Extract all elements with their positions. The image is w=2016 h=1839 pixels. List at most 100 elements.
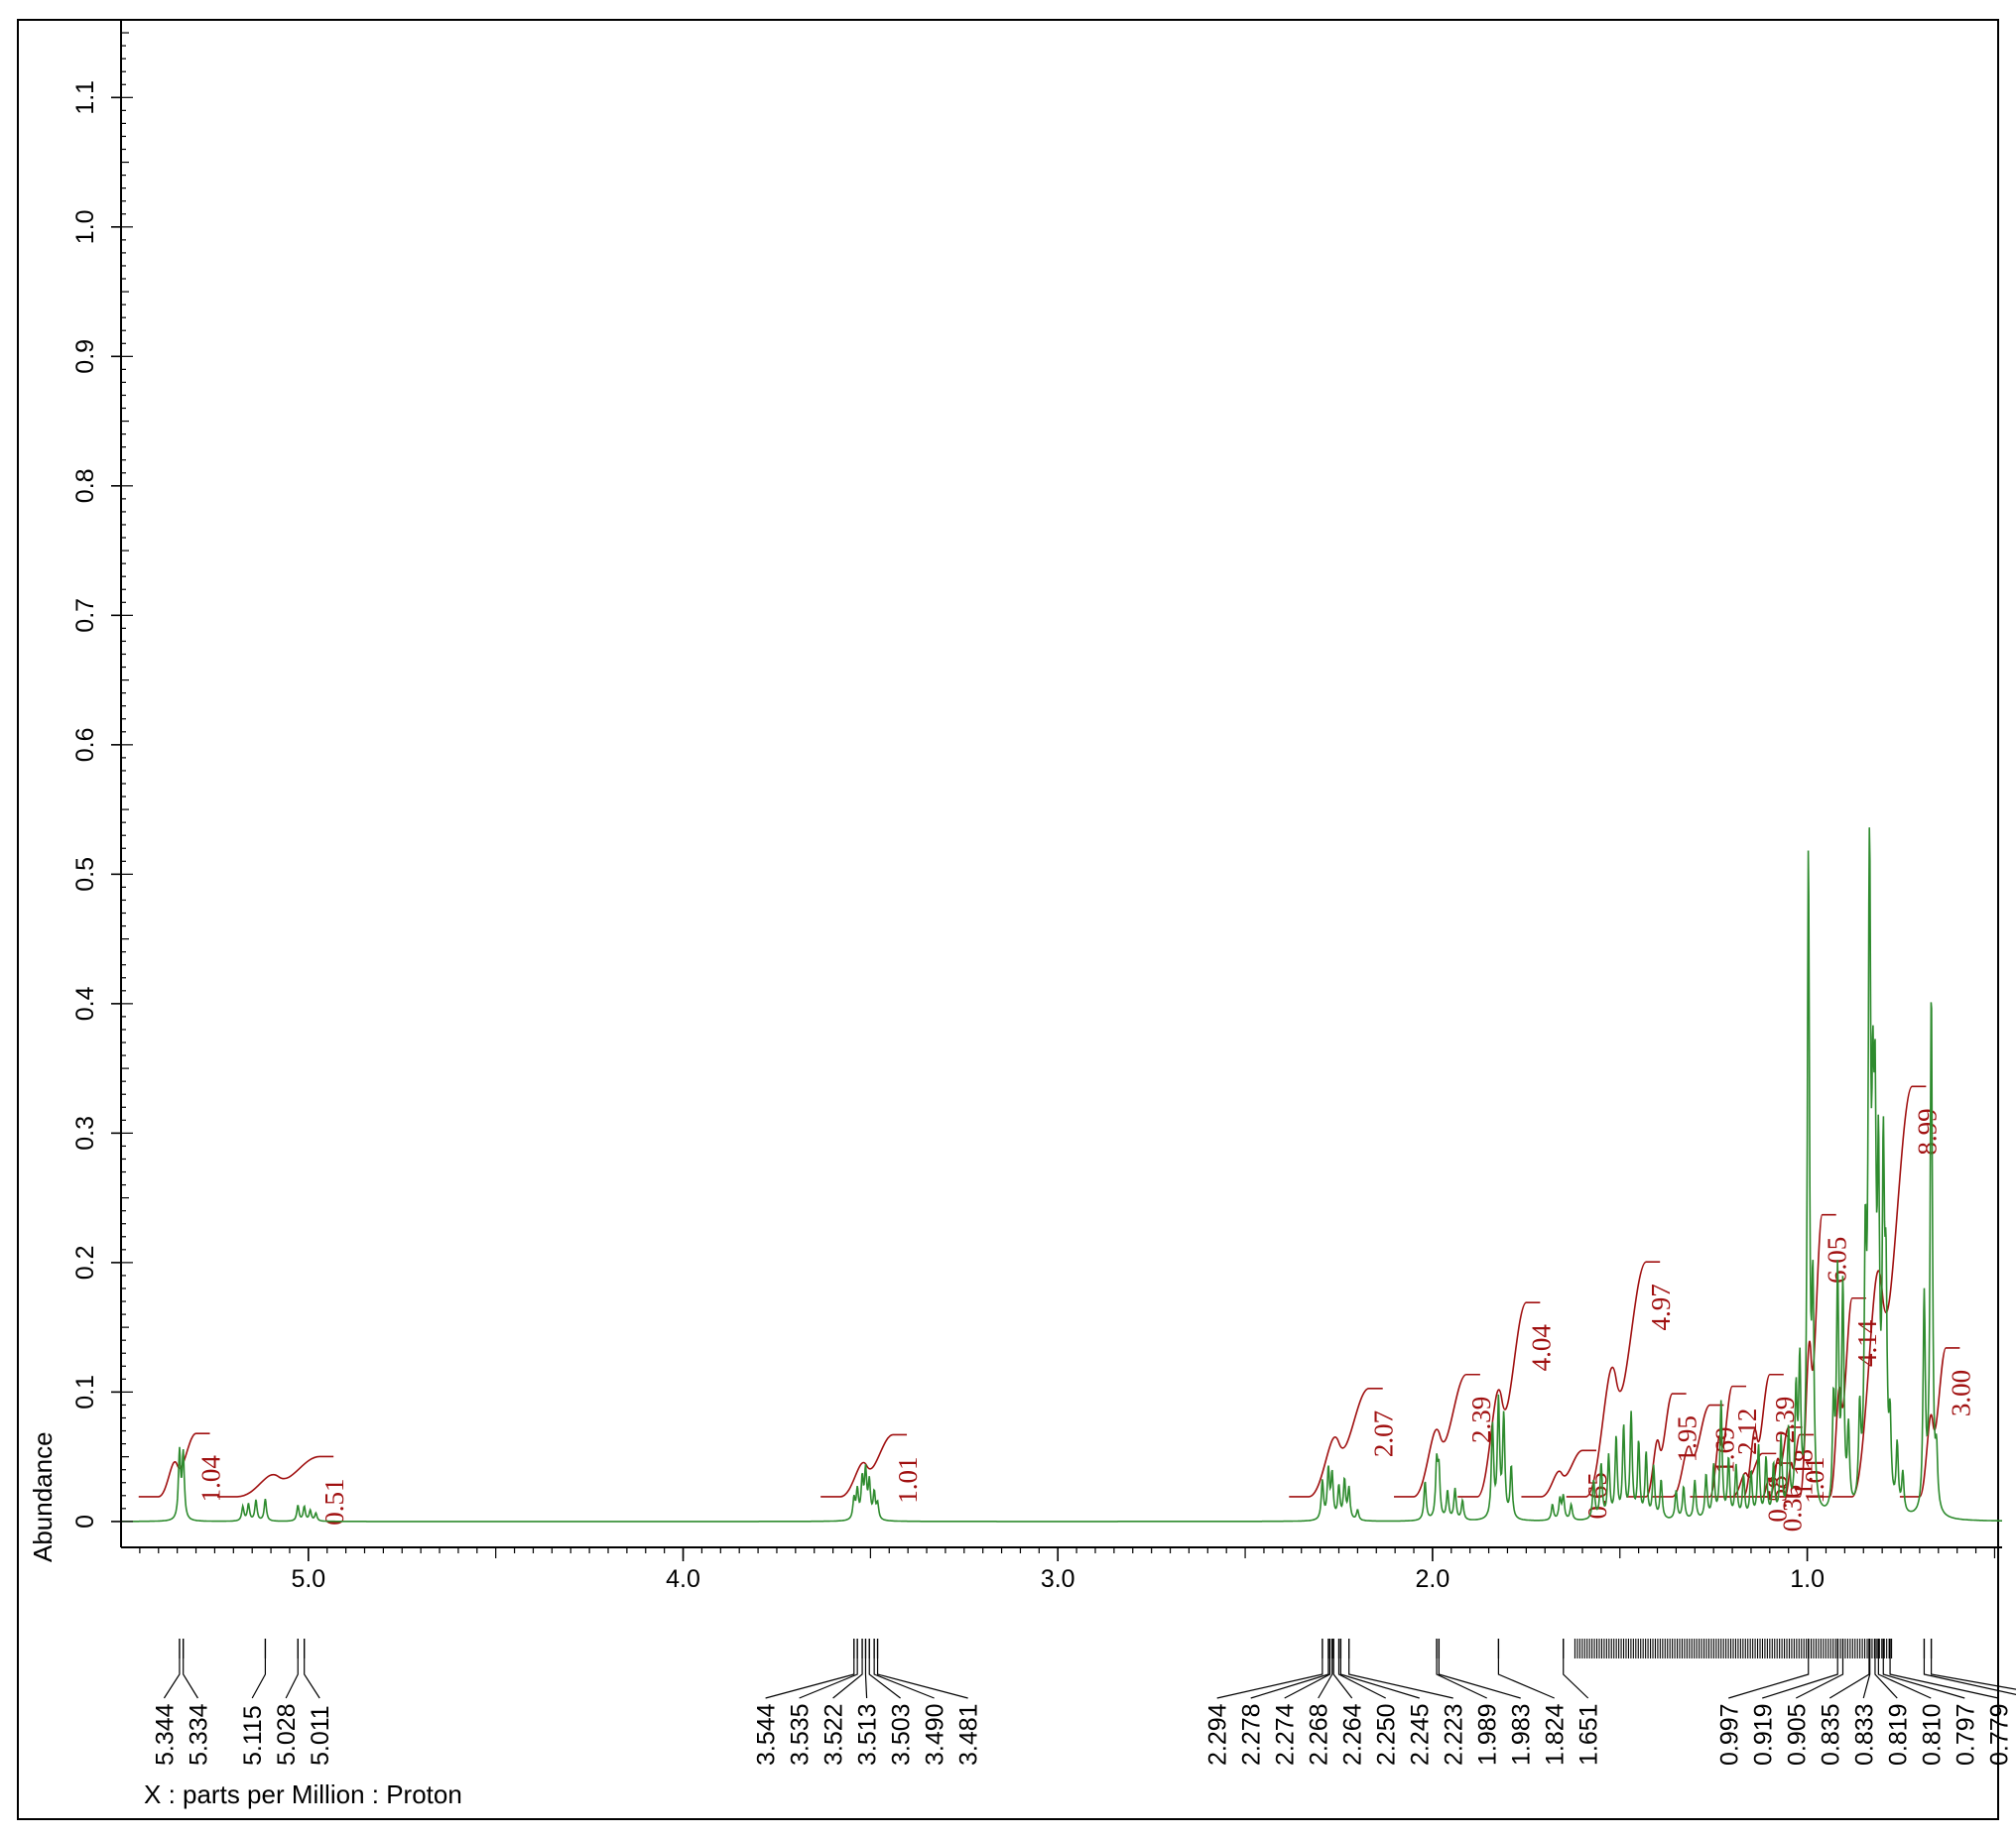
peak-label: 3.513 — [854, 1703, 882, 1766]
integral-curve — [1899, 1347, 1960, 1498]
integral-curve — [1566, 1261, 1661, 1498]
peak-leader — [1889, 1658, 1999, 1699]
peak-label: 2.274 — [1272, 1703, 1300, 1766]
peak-leader — [1862, 1658, 1871, 1699]
peak-leader — [832, 1658, 863, 1699]
peak-label: 2.250 — [1373, 1703, 1401, 1766]
peak-label: 0.779 — [1985, 1703, 2013, 1766]
x-tick-label: 1.0 — [1790, 1565, 1825, 1593]
peak-leader — [1931, 1658, 2016, 1690]
integral-label: 4.14 — [1852, 1319, 1882, 1367]
peak-leader — [1337, 1658, 1386, 1699]
peak-leader — [1882, 1658, 1965, 1699]
peak-leader — [1795, 1658, 1844, 1699]
peak-label: 5.115 — [239, 1705, 267, 1766]
x-tick-label: 3.0 — [1041, 1565, 1075, 1593]
integral-label: 4.04 — [1526, 1324, 1556, 1372]
peak-label: 3.490 — [922, 1703, 949, 1766]
y-tick-label: 0.4 — [71, 986, 99, 1021]
peak-leader — [1728, 1658, 1810, 1699]
peak-label: 3.544 — [753, 1703, 781, 1766]
peak-leader — [1216, 1658, 1323, 1699]
peak-label: 5.011 — [307, 1705, 334, 1766]
peak-leader — [799, 1658, 858, 1699]
integral-label: 0.36 — [1777, 1485, 1807, 1532]
y-tick-label: 0.3 — [71, 1116, 99, 1151]
integral-label: 1.01 — [893, 1456, 923, 1503]
peak-leader — [163, 1658, 181, 1699]
peak-label: 0.797 — [1952, 1703, 1979, 1766]
peak-leader — [1497, 1658, 1555, 1699]
integral-curve — [1457, 1301, 1541, 1498]
peak-label: 2.278 — [1238, 1703, 1266, 1766]
integral-curve — [1521, 1449, 1596, 1498]
y-tick-label: 0 — [71, 1515, 99, 1529]
peak-label: 5.028 — [273, 1703, 301, 1766]
peak-pick-layer: 5.344 5.334 5.115 5.028 5.011 3.544 3.535 3.522… — [151, 1639, 2016, 1766]
integral-curve — [138, 1432, 210, 1498]
peak-leader — [864, 1658, 868, 1699]
integral-label: 2.12 — [1732, 1409, 1762, 1455]
peak-leader — [1828, 1658, 1870, 1699]
integral-label: 2.07 — [1369, 1410, 1399, 1457]
peak-label: 2.264 — [1339, 1703, 1367, 1766]
peak-label: 5.344 — [151, 1703, 179, 1766]
y-tick-label: 0.9 — [71, 339, 99, 374]
peak-leader — [873, 1658, 935, 1699]
integral-curve — [1289, 1388, 1383, 1498]
outer-frame — [17, 19, 1999, 1820]
peak-label: 2.294 — [1204, 1703, 1232, 1766]
peak-leader — [1318, 1658, 1333, 1699]
peak-label: 5.334 — [185, 1703, 212, 1766]
spectrum-line — [121, 827, 2002, 1523]
peak-leader — [1339, 1658, 1420, 1699]
integrals-layer: 1.04 0.51 1.012.07 2.394.040.654.971.95 1.69… — [138, 1085, 1975, 1532]
integral-label: 3.00 — [1946, 1370, 1975, 1416]
integral-curve — [1723, 1373, 1784, 1498]
integral-label: 1.01 — [1800, 1456, 1829, 1503]
y-tick-label: 1.1 — [71, 80, 99, 115]
peak-leader — [1762, 1658, 1838, 1699]
peak-label: 3.535 — [787, 1703, 815, 1766]
peak-label: 0.835 — [1817, 1703, 1844, 1766]
peak-leader — [1348, 1658, 1453, 1699]
peak-label: 0.819 — [1884, 1703, 1912, 1766]
peak-leader — [1436, 1658, 1487, 1699]
y-tick-label: 0.6 — [71, 727, 99, 762]
y-tick-label: 0.5 — [71, 857, 99, 892]
peak-leader — [1877, 1658, 1932, 1699]
peak-leader — [1332, 1658, 1353, 1699]
integral-curve — [1652, 1404, 1724, 1498]
integral-curve — [1780, 1213, 1836, 1498]
peak-leader — [876, 1658, 968, 1699]
peak-label: 0.810 — [1918, 1703, 1946, 1766]
peak-leader — [1923, 1658, 2016, 1696]
peak-label: 0.905 — [1783, 1703, 1811, 1766]
peak-label: 1.983 — [1508, 1703, 1536, 1766]
peak-leader — [1874, 1658, 1898, 1699]
peak-label: 0.919 — [1749, 1703, 1777, 1766]
integral-curve — [217, 1455, 334, 1498]
y-tick-label: 0.7 — [71, 598, 99, 633]
peak-leader — [1563, 1658, 1589, 1699]
peak-label: 1.824 — [1542, 1703, 1570, 1766]
peak-label: 2.223 — [1441, 1703, 1468, 1766]
peak-label: 0.833 — [1850, 1703, 1878, 1766]
y-tick-label: 1.0 — [71, 209, 99, 244]
y-tick-label: 0.1 — [71, 1375, 99, 1410]
integral-label: 1.95 — [1673, 1415, 1702, 1462]
integral-curve — [1626, 1393, 1687, 1498]
peak-leader — [183, 1658, 198, 1699]
peak-leader — [304, 1658, 320, 1699]
peak-label: 2.268 — [1306, 1703, 1333, 1766]
x-tick-label: 4.0 — [666, 1565, 700, 1593]
peak-label: 0.997 — [1715, 1703, 1743, 1766]
peak-label: 2.245 — [1407, 1703, 1435, 1766]
peak-label: 3.481 — [955, 1703, 983, 1766]
integral-label: 0.51 — [319, 1478, 349, 1525]
peak-label: 1.651 — [1575, 1703, 1603, 1766]
x-axis-label: X : parts per Million : Proton — [144, 1779, 462, 1809]
peak-leader — [251, 1658, 267, 1699]
peak-label: 3.503 — [888, 1703, 916, 1766]
